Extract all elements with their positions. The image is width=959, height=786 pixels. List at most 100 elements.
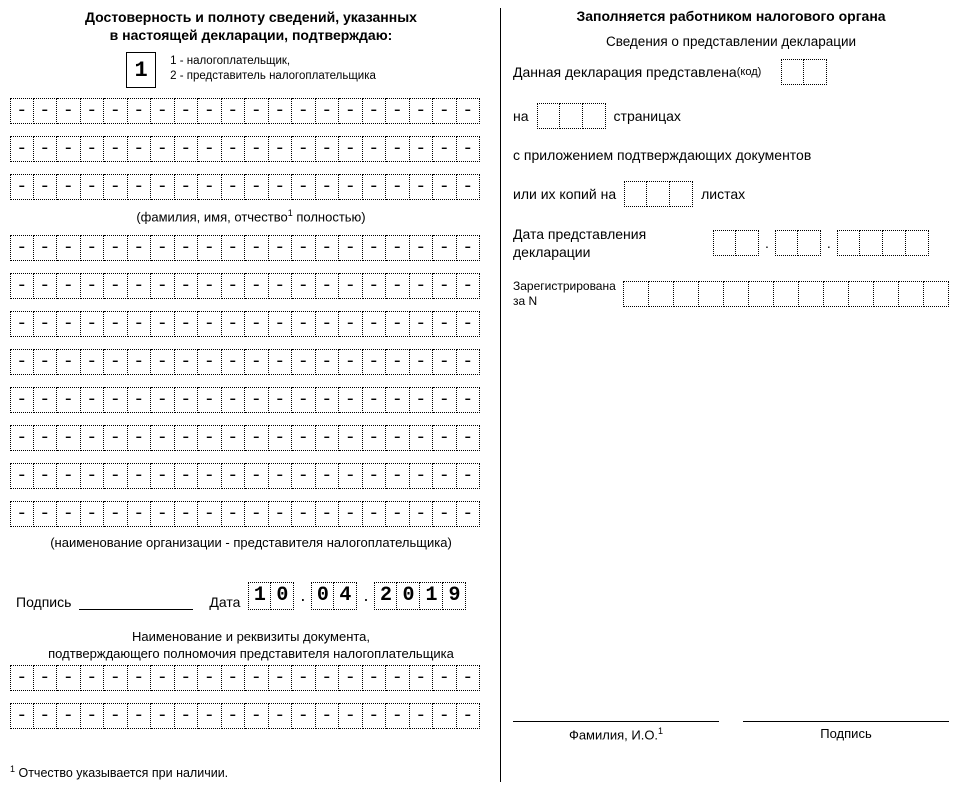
doc-row-0: --------------------: [10, 665, 492, 691]
declarant-type-box: 1: [126, 52, 156, 88]
org-row-5-cell-15: -: [363, 425, 387, 451]
doc-title-2: подтверждающего полномочия представителя…: [48, 646, 454, 661]
org-row-5-cell-10: -: [245, 425, 269, 451]
org-row-3-cell-5: -: [128, 349, 152, 375]
doc-row-0-cell-15: -: [363, 665, 387, 691]
pages-suffix: страницах: [614, 108, 681, 124]
org-row-2-cell-19: -: [457, 311, 481, 337]
reg-c5: [724, 281, 749, 307]
org-row-4: --------------------: [10, 387, 492, 413]
org-row-4-cell-15: -: [363, 387, 387, 413]
sd-dd-1: [713, 230, 736, 256]
org-row-5-cell-9: -: [222, 425, 246, 451]
org-row-5-cell-1: -: [34, 425, 58, 451]
org-row-6-cell-13: -: [316, 463, 340, 489]
org-row-6-cell-12: -: [292, 463, 316, 489]
org-row-2-cell-12: -: [292, 311, 316, 337]
org-row-1-cell-16: -: [386, 273, 410, 299]
fio-row-0-cell-15: -: [363, 98, 387, 124]
fio-row-0-cell-8: -: [198, 98, 222, 124]
doc-row-1-cell-4: -: [104, 703, 128, 729]
org-row-2-cell-9: -: [222, 311, 246, 337]
reg-c6: [749, 281, 774, 307]
sd-mm-2: [798, 230, 821, 256]
org-row-3-cell-11: -: [269, 349, 293, 375]
fio-row-1-cell-14: -: [339, 136, 363, 162]
org-row-1-cell-11: -: [269, 273, 293, 299]
org-row-0-cell-8: -: [198, 235, 222, 261]
org-row-5-cell-5: -: [128, 425, 152, 451]
org-row-2-cell-11: -: [269, 311, 293, 337]
declarant-type-row: 1 1 - налогоплательщик, 2 - представител…: [10, 52, 492, 88]
org-row-2-cell-1: -: [34, 311, 58, 337]
doc-row-0-cell-11: -: [269, 665, 293, 691]
doc-row-1-cell-11: -: [269, 703, 293, 729]
bottom-name-col: Фамилия, И.О.1: [513, 721, 719, 742]
org-row-4-cell-13: -: [316, 387, 340, 413]
org-row-7-cell-4: -: [104, 501, 128, 527]
org-row-6-cell-0: -: [10, 463, 34, 489]
doc-row-1-cell-6: -: [151, 703, 175, 729]
doc-row-0-cell-8: -: [198, 665, 222, 691]
org-row-7-cell-7: -: [175, 501, 199, 527]
org-row-5-cell-8: -: [198, 425, 222, 451]
pages-cells: [537, 103, 606, 129]
date-dot-2: .: [357, 585, 374, 606]
presented-cells: [781, 59, 827, 85]
fio-row-0-cell-11: -: [269, 98, 293, 124]
doc-row-1-cell-0: -: [10, 703, 34, 729]
reg-c11: [874, 281, 899, 307]
org-row-0-cell-18: -: [433, 235, 457, 261]
org-row-0-cell-7: -: [175, 235, 199, 261]
org-row-2-cell-7: -: [175, 311, 199, 337]
doc-row-1-cell-9: -: [222, 703, 246, 729]
org-row-3: --------------------: [10, 349, 492, 375]
bottom-name-label: Фамилия, И.О.: [569, 727, 658, 742]
footnote-text: Отчество указывается при наличии.: [15, 766, 228, 780]
org-row-5-cell-17: -: [410, 425, 434, 451]
org-row-2-cell-15: -: [363, 311, 387, 337]
sd-yy-4: [906, 230, 929, 256]
org-row-1-cell-13: -: [316, 273, 340, 299]
org-row-5-cell-3: -: [81, 425, 105, 451]
org-row-7-cell-17: -: [410, 501, 434, 527]
org-row-7-cell-3: -: [81, 501, 105, 527]
fio-row-1-cell-8: -: [198, 136, 222, 162]
org-row-3-cell-1: -: [34, 349, 58, 375]
org-row-5-cell-4: -: [104, 425, 128, 451]
bottom-sign-col: Подпись: [743, 721, 949, 742]
left-title-line1: Достоверность и полноту сведений, указан…: [85, 9, 417, 25]
org-row-0-cell-0: -: [10, 235, 34, 261]
fio-row-2-cell-5: -: [128, 174, 152, 200]
fio-row-0-cell-12: -: [292, 98, 316, 124]
org-row-5-cell-7: -: [175, 425, 199, 451]
footnote: 1 Отчество указывается при наличии.: [10, 764, 228, 780]
fio-row-1-cell-4: -: [104, 136, 128, 162]
fio-hint: (фамилия, имя, отчество1 полностью): [10, 208, 492, 224]
org-row-3-cell-10: -: [245, 349, 269, 375]
org-row-6-cell-8: -: [198, 463, 222, 489]
reg-c13: [924, 281, 949, 307]
registered-label-1: Зарегистрирована: [513, 279, 616, 293]
registered-line: Зарегистрирована за N: [513, 279, 949, 308]
org-row-3-cell-3: -: [81, 349, 105, 375]
registered-cells: [623, 281, 949, 307]
fio-row-2-cell-2: -: [57, 174, 81, 200]
doc-row-0-cell-7: -: [175, 665, 199, 691]
fio-row-1-cell-10: -: [245, 136, 269, 162]
pages-cell-2: [560, 103, 583, 129]
doc-row-0-cell-1: -: [34, 665, 58, 691]
org-row-1-cell-7: -: [175, 273, 199, 299]
org-row-3-cell-14: -: [339, 349, 363, 375]
org-row-1-cell-9: -: [222, 273, 246, 299]
org-row-0-cell-12: -: [292, 235, 316, 261]
doc-row-1-cell-1: -: [34, 703, 58, 729]
org-row-6-cell-1: -: [34, 463, 58, 489]
org-row-4-cell-11: -: [269, 387, 293, 413]
fio-row-1: --------------------: [10, 136, 492, 162]
doc-row-0-cell-16: -: [386, 665, 410, 691]
org-row-2-cell-3: -: [81, 311, 105, 337]
org-row-4-cell-6: -: [151, 387, 175, 413]
org-row-1-cell-5: -: [128, 273, 152, 299]
org-row-6-cell-19: -: [457, 463, 481, 489]
